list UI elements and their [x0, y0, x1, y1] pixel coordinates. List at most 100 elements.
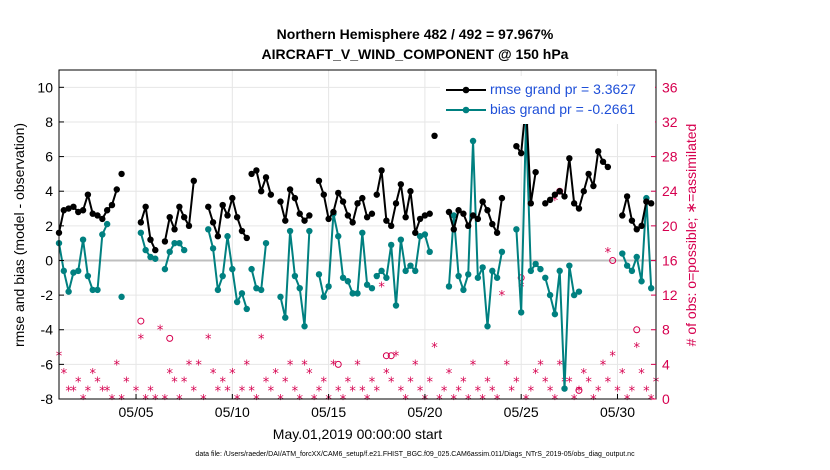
bias-point — [465, 271, 472, 278]
rmse-point — [344, 212, 352, 219]
bias-point — [623, 262, 631, 269]
obs-assimilated-point: * — [508, 384, 515, 399]
obs-assimilated-point: * — [494, 393, 501, 408]
bias-point — [248, 265, 255, 273]
bias-point — [517, 309, 525, 316]
bias-point — [537, 265, 544, 273]
rmse-point — [229, 194, 236, 202]
bias-point — [426, 248, 433, 256]
obs-assimilated-point: * — [191, 384, 198, 399]
obs-assimilated-point: * — [253, 393, 260, 408]
bias-point — [513, 226, 520, 233]
obs-assimilated-point: * — [398, 384, 405, 399]
rmse-point — [176, 203, 183, 210]
bias-point — [291, 272, 299, 280]
rmse-point — [315, 177, 323, 185]
rmse-point — [498, 194, 506, 202]
obs-assimilated-point: * — [561, 384, 568, 399]
rmse-point — [426, 210, 433, 217]
rmse-point — [286, 186, 294, 193]
obs-assimilated-point: * — [374, 384, 381, 399]
y2-tick-label: 20 — [662, 218, 678, 234]
y-tick-label: -8 — [41, 391, 54, 407]
obs-assimilated-point: * — [619, 367, 626, 382]
rmse-point — [431, 132, 438, 139]
obs-assimilated-point: * — [205, 332, 212, 347]
rmse-point — [161, 238, 169, 245]
rmse-point — [513, 142, 520, 150]
bias-point — [277, 293, 284, 301]
bias-point — [388, 241, 395, 249]
obs-assimilated-point: * — [306, 367, 313, 382]
obs-assimilated-point: * — [571, 393, 578, 408]
rmse-point — [89, 210, 96, 217]
rmse-point — [388, 222, 395, 230]
bias-point — [647, 284, 655, 292]
rmse-point — [238, 227, 246, 235]
rmse-point — [349, 219, 356, 226]
obs-assimilated-point: * — [181, 376, 188, 391]
y2-tick-label: 28 — [662, 149, 678, 165]
obs-possible-point — [334, 360, 342, 368]
bias-point — [301, 323, 308, 330]
bias-point — [469, 137, 477, 145]
bias-point — [180, 246, 188, 254]
obs-assimilated-point: * — [595, 384, 602, 399]
bias-point — [70, 269, 77, 276]
y2-axis-label: # of obs: o=possible; ∗=assimilated — [683, 124, 699, 347]
obs-assimilated-point: * — [489, 384, 496, 399]
obs-assimilated-point: * — [296, 393, 303, 408]
rmse-point — [84, 191, 92, 198]
obs-possible-point — [575, 386, 583, 394]
rmse-point — [70, 203, 77, 210]
bias-point — [147, 253, 154, 261]
bias-point — [407, 262, 414, 269]
obs-assimilated-point: * — [335, 384, 342, 399]
obs-assimilated-point: * — [585, 376, 592, 391]
obs-possible-point — [166, 334, 174, 342]
obs-assimilated-point: * — [470, 358, 477, 373]
obs-assimilated-point: * — [321, 376, 328, 391]
obs-assimilated-point: * — [638, 367, 645, 382]
bias-point — [575, 288, 583, 295]
bias-point — [354, 290, 361, 297]
obs-assimilated-point: * — [316, 384, 323, 399]
bias-point — [532, 260, 539, 268]
rmse-point — [517, 149, 525, 157]
y-tick-label: 2 — [45, 218, 53, 234]
bias-point — [489, 267, 496, 275]
bias-point — [349, 290, 356, 297]
bias-point — [243, 305, 250, 313]
obs-assimilated-point: * — [528, 384, 535, 399]
rmse-point — [306, 212, 313, 219]
rmse-point — [205, 203, 212, 210]
bias-point — [176, 239, 183, 247]
bias-point — [412, 267, 419, 275]
rmse-point — [595, 148, 602, 155]
rmse-point — [561, 193, 568, 200]
obs-assimilated-point: * — [552, 194, 559, 209]
rmse-line-segment — [163, 180, 195, 242]
bias-point — [65, 288, 72, 295]
obs-assimilated-point: * — [282, 376, 289, 391]
rmse-point — [416, 215, 424, 223]
obs-assimilated-point: * — [147, 384, 154, 399]
obs-count-markers: ****************************************… — [56, 187, 660, 408]
obs-assimilated-point: * — [552, 393, 559, 408]
rmse-point — [301, 217, 308, 224]
rmse-point — [99, 215, 106, 223]
bias-point — [344, 278, 352, 285]
y-tick-label: 4 — [45, 183, 53, 199]
bias-point — [161, 265, 169, 273]
rmse-point — [339, 198, 347, 205]
obs-assimilated-point: * — [138, 332, 145, 347]
rmse-point — [628, 217, 636, 224]
obs-assimilated-point: * — [301, 358, 308, 373]
obs-assimilated-point: * — [556, 358, 563, 373]
obs-assimilated-point: * — [263, 376, 270, 391]
obs-assimilated-point: * — [475, 384, 482, 399]
rmse-point — [397, 181, 405, 188]
obs-possible-point — [382, 352, 390, 360]
rmse-point — [412, 229, 419, 236]
y2-tick-label: 36 — [662, 79, 678, 95]
